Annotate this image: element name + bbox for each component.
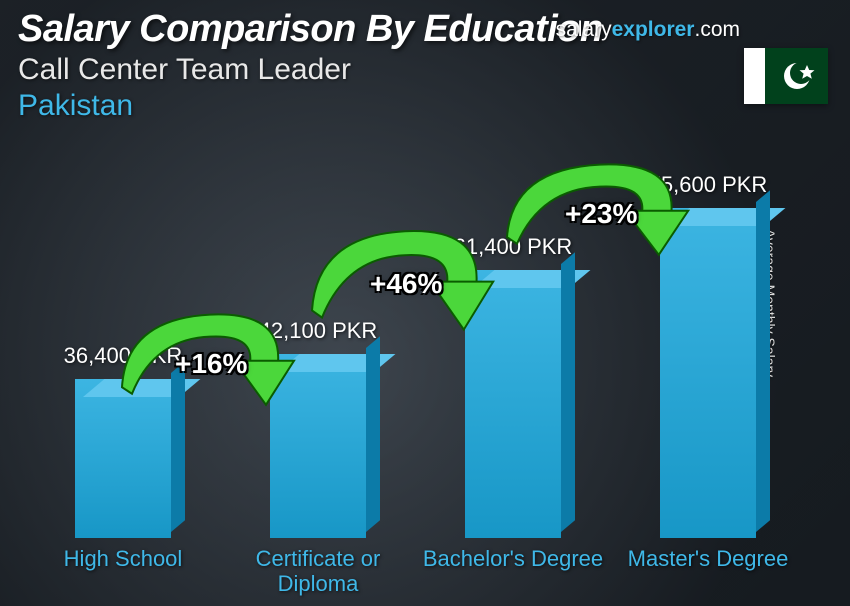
increase-arrow: +23% [495, 158, 705, 268]
bar-label: Master's Degree [612, 546, 804, 571]
brand-logo: salaryexplorer.com [556, 18, 740, 42]
increase-percent: +16% [175, 348, 247, 380]
increase-percent: +46% [370, 268, 442, 300]
bar-label: Certificate or Diploma [222, 546, 414, 597]
brand-suffix: .com [694, 18, 740, 41]
bar-label: High School [27, 546, 219, 571]
increase-arrow: +46% [300, 224, 510, 344]
brand-accent: explorer [612, 18, 695, 41]
brand-prefix: salary [556, 18, 612, 41]
bar-label: Bachelor's Degree [417, 546, 609, 571]
increase-arrow: +16% [110, 308, 310, 418]
increase-percent: +23% [565, 198, 637, 230]
bar-chart: 36,400 PKRHigh School42,100 PKRCertifica… [0, 66, 810, 606]
